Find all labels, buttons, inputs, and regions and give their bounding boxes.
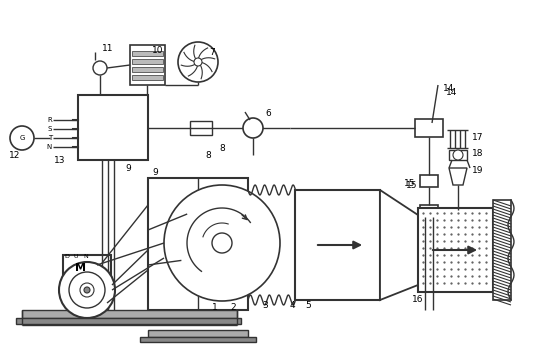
Circle shape <box>243 118 263 138</box>
Bar <box>63 255 111 283</box>
Text: 13: 13 <box>54 156 66 165</box>
Text: 1: 1 <box>212 303 218 312</box>
Bar <box>132 59 163 64</box>
Bar <box>420 175 438 187</box>
Text: N: N <box>84 255 88 260</box>
Text: N: N <box>47 144 52 150</box>
Text: 8: 8 <box>205 151 211 160</box>
Bar <box>78 95 148 160</box>
Bar <box>418 208 493 292</box>
Text: 14: 14 <box>446 87 458 96</box>
Text: 16: 16 <box>412 296 424 305</box>
Circle shape <box>69 272 105 308</box>
Text: 19: 19 <box>472 166 484 175</box>
Text: G: G <box>19 135 25 141</box>
Text: 2: 2 <box>230 303 236 312</box>
Bar <box>148 330 248 337</box>
Text: 5: 5 <box>305 301 311 310</box>
Text: 14: 14 <box>443 84 455 92</box>
Circle shape <box>178 42 218 82</box>
Text: T: T <box>48 135 52 141</box>
Text: 6: 6 <box>265 109 271 117</box>
Circle shape <box>10 126 34 150</box>
Bar <box>148 178 248 310</box>
Circle shape <box>84 287 90 293</box>
Text: S: S <box>48 126 52 132</box>
Text: 11: 11 <box>102 44 114 52</box>
Polygon shape <box>449 168 467 185</box>
Circle shape <box>59 262 115 318</box>
Text: 15: 15 <box>404 178 415 187</box>
Text: M: M <box>75 263 86 273</box>
Bar <box>420 205 438 217</box>
Text: 18: 18 <box>472 149 484 157</box>
Circle shape <box>453 150 463 160</box>
Bar <box>16 318 241 324</box>
Text: 4: 4 <box>289 301 295 310</box>
Circle shape <box>93 61 107 75</box>
Text: D: D <box>65 255 70 260</box>
Text: 12: 12 <box>9 151 20 160</box>
Bar <box>493 200 511 300</box>
Text: 15: 15 <box>406 181 418 190</box>
Bar <box>132 67 163 72</box>
Bar <box>415 119 443 137</box>
Text: 3: 3 <box>262 301 268 310</box>
Text: U: U <box>74 255 79 260</box>
Text: 9: 9 <box>152 167 158 176</box>
Text: R: R <box>47 117 52 123</box>
Circle shape <box>212 233 232 253</box>
Bar <box>130 45 165 85</box>
Circle shape <box>164 185 280 301</box>
Text: 17: 17 <box>472 132 484 141</box>
Bar <box>449 150 467 160</box>
Text: 9: 9 <box>125 164 131 172</box>
Bar <box>132 75 163 80</box>
Circle shape <box>80 283 94 297</box>
Text: 7: 7 <box>209 47 215 56</box>
Polygon shape <box>380 190 418 300</box>
Bar <box>190 121 212 135</box>
Text: 8: 8 <box>219 144 225 152</box>
Bar <box>295 190 380 300</box>
Bar <box>140 337 256 342</box>
Text: 10: 10 <box>152 45 164 55</box>
Bar <box>22 310 237 318</box>
Bar <box>132 51 163 56</box>
Circle shape <box>194 58 202 66</box>
